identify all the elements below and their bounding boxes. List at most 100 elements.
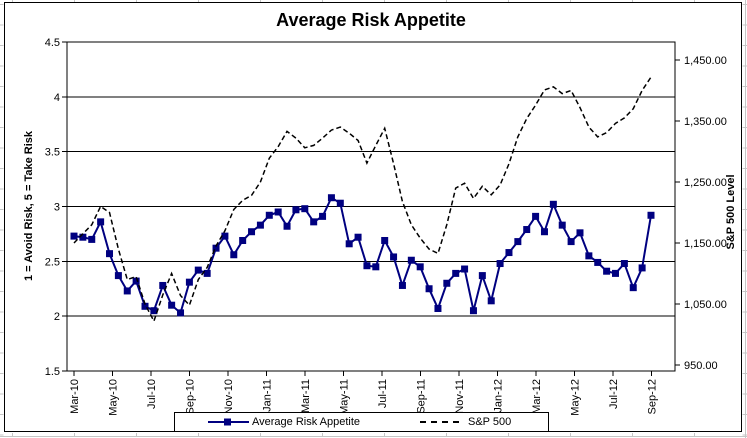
- data-point-marker: [461, 265, 469, 273]
- left-axis-tick-label: 4: [54, 92, 60, 104]
- data-point-marker: [647, 211, 655, 219]
- data-point-marker: [150, 307, 158, 315]
- data-point-marker: [398, 281, 406, 289]
- data-point-marker: [185, 278, 193, 286]
- risk-appetite-line-sample: [208, 418, 249, 426]
- data-point-marker: [283, 222, 291, 230]
- x-axis-tick-label: Sep-10: [185, 379, 197, 414]
- x-axis-tick-label: Jul-12: [608, 379, 620, 409]
- data-point-marker: [496, 260, 504, 268]
- right-axis-title: S&P 500 Level: [725, 174, 737, 250]
- data-point-marker: [132, 277, 140, 285]
- data-point-marker: [203, 269, 211, 277]
- data-point-marker: [230, 251, 238, 259]
- data-point-marker: [248, 228, 256, 236]
- data-point-marker: [603, 267, 611, 275]
- data-point-marker: [168, 301, 176, 309]
- data-point-marker: [540, 228, 548, 236]
- data-point-marker: [194, 266, 202, 274]
- data-point-marker: [327, 194, 335, 202]
- data-point-marker: [106, 250, 114, 258]
- data-point-marker: [514, 238, 522, 246]
- data-point-marker: [478, 272, 486, 280]
- data-point-marker: [505, 249, 513, 257]
- left-axis-tick-label: 3.5: [45, 147, 60, 159]
- data-point-marker: [390, 253, 398, 261]
- data-point-marker: [310, 218, 318, 226]
- data-point-marker: [336, 199, 344, 207]
- right-axis-tick-label: 950.00: [684, 360, 718, 372]
- data-point-marker: [585, 252, 593, 260]
- right-axis-tick-label: 1,150.00: [684, 238, 727, 250]
- left-axis-tick-label: 3: [54, 202, 60, 214]
- left-axis-title: 1 = Avoid Risk, 5 = Take Risk: [23, 131, 35, 281]
- x-axis-tick-label: Mar-12: [531, 379, 543, 414]
- data-point-marker: [70, 232, 78, 240]
- data-point-marker: [221, 232, 229, 240]
- left-axis-tick-label: 2: [54, 311, 60, 323]
- data-point-marker: [319, 212, 327, 220]
- x-axis-tick-label: Sep-12: [647, 379, 659, 414]
- data-point-marker: [443, 279, 451, 287]
- data-point-marker: [381, 236, 389, 244]
- left-axis-tick-label: 1.5: [45, 366, 60, 378]
- data-point-marker: [629, 284, 637, 292]
- data-point-marker: [558, 221, 566, 229]
- data-point-marker: [620, 260, 628, 268]
- data-point-marker: [159, 281, 167, 289]
- data-point-marker: [274, 208, 282, 216]
- right-axis-tick-label: 1,050.00: [684, 299, 727, 311]
- x-axis-tick-label: Nov-11: [454, 379, 466, 414]
- data-point-marker: [487, 297, 495, 305]
- data-point-marker: [292, 206, 300, 214]
- data-point-marker: [523, 226, 531, 234]
- x-axis-tick-label: Mar-10: [69, 379, 81, 414]
- data-point-marker: [256, 221, 264, 229]
- data-point-marker: [638, 264, 646, 272]
- data-point-marker: [532, 212, 540, 220]
- x-axis-tick-label: Jul-11: [377, 379, 389, 408]
- data-point-marker: [114, 272, 122, 280]
- data-point-marker: [425, 285, 433, 293]
- x-axis-tick-label: Jan-12: [493, 379, 505, 413]
- data-point-marker: [549, 200, 557, 208]
- x-axis-tick-label: Nov-10: [223, 379, 235, 414]
- x-axis-tick-label: Jan-11: [262, 379, 274, 412]
- x-axis-tick-label: Sep-11: [416, 379, 428, 414]
- data-point-marker: [88, 235, 96, 243]
- legend: Average Risk Appetite S&P 500: [174, 412, 549, 432]
- data-point-marker: [177, 309, 185, 317]
- x-axis-tick-label: May-11: [339, 379, 351, 415]
- sp500-series: [73, 76, 652, 324]
- data-point-marker: [372, 263, 380, 271]
- data-point-marker: [79, 233, 87, 241]
- data-point-marker: [141, 302, 149, 310]
- data-point-marker: [212, 244, 220, 252]
- legend-label-sp500: S&P 500: [468, 416, 512, 428]
- data-point-marker: [345, 240, 353, 248]
- data-point-marker: [123, 287, 131, 295]
- x-axis-tick-label: Mar-11: [300, 379, 312, 413]
- data-point-marker: [469, 307, 477, 315]
- x-axis-tick-label: May-12: [570, 379, 582, 416]
- data-point-marker: [363, 262, 371, 270]
- right-axis-tick-label: 1,350.00: [684, 116, 727, 128]
- data-point-marker: [576, 229, 584, 237]
- data-point-marker: [265, 211, 273, 219]
- square-marker-icon: [224, 418, 231, 426]
- data-point-marker: [434, 304, 442, 312]
- data-point-marker: [611, 269, 619, 277]
- data-point-marker: [354, 233, 362, 241]
- data-point-marker: [407, 256, 415, 264]
- x-axis-tick-label: Jul-10: [146, 379, 158, 409]
- chart-title: Average Risk Appetite: [276, 10, 466, 30]
- x-axis-tick-label: May-10: [108, 379, 120, 416]
- sp500-line-sample: [420, 421, 464, 423]
- data-point-marker: [416, 263, 424, 271]
- right-axis-tick-label: 1,450.00: [684, 55, 727, 67]
- data-point-marker: [301, 205, 309, 213]
- data-point-marker: [452, 269, 460, 277]
- data-point-marker: [239, 236, 247, 244]
- left-axis-tick-label: 4.5: [45, 37, 60, 49]
